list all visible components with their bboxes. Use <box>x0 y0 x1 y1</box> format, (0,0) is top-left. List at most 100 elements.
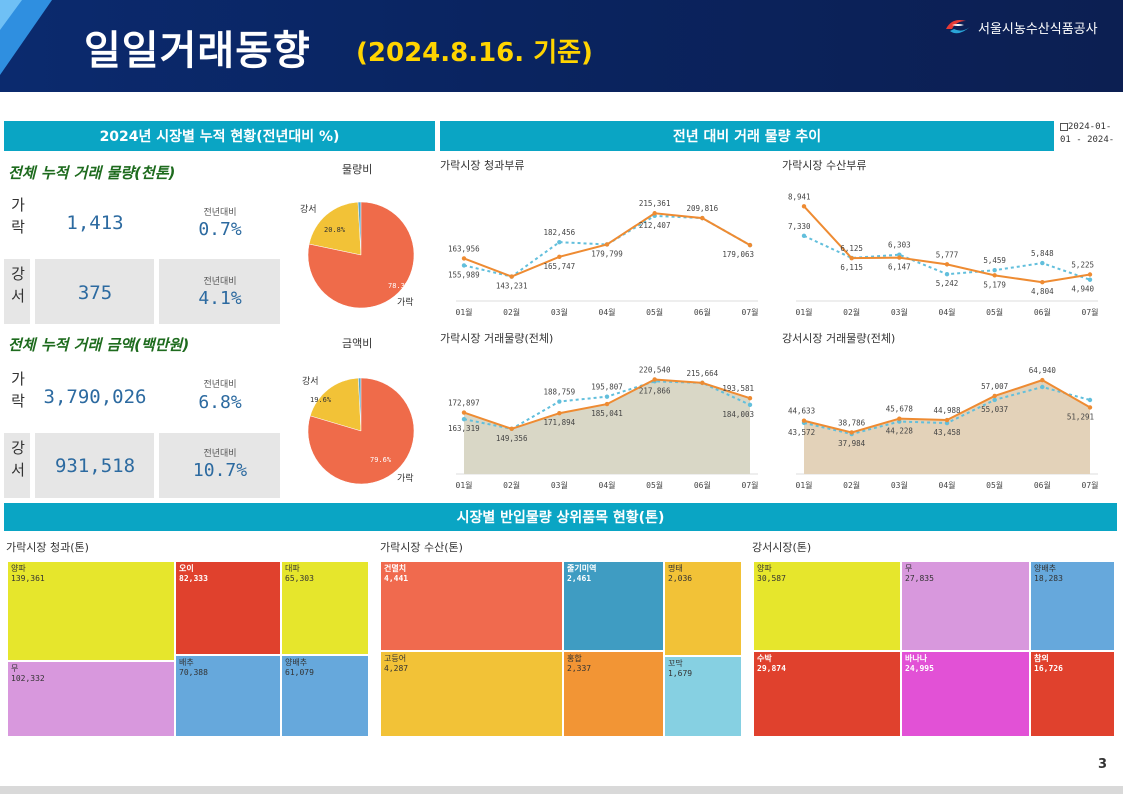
header-banner: 일일거래동향 (2024.8.16. 기준) 서울시농수산식품공사 <box>0 0 1123 92</box>
data-point <box>747 395 753 401</box>
data-label: 179,063 <box>722 250 754 259</box>
data-point <box>944 262 950 267</box>
data-point <box>557 254 562 260</box>
treemap-cell[interactable]: 바나나 24,995 <box>901 651 1030 737</box>
data-point <box>944 417 950 423</box>
treemap-cell[interactable]: 줄기미역 2,461 <box>563 561 664 651</box>
cell-name: 수박 <box>757 654 772 663</box>
line-chart: 8,941 6,115 6,147 5,777 5,179 4,804 5,225 7,330… <box>788 192 1099 317</box>
data-label: 8,941 <box>788 192 811 201</box>
x-tick-label: 05월 <box>646 480 663 490</box>
data-label: 6,125 <box>840 244 863 253</box>
data-point <box>700 380 705 386</box>
x-tick-label: 07월 <box>1082 307 1099 317</box>
treemap-cell[interactable]: 오이 82,333 <box>175 561 281 655</box>
x-tick-label: 01월 <box>456 480 473 490</box>
treemap-cell[interactable]: 양배추 18,283 <box>1030 561 1115 651</box>
cell-name: 고등어 <box>384 654 407 663</box>
x-tick-label: 01월 <box>796 480 813 490</box>
cell-name: 무 <box>11 664 19 673</box>
treemap-cell[interactable]: 참외 16,726 <box>1030 651 1115 737</box>
grey-cell <box>35 433 154 498</box>
data-label: 171,894 <box>544 418 576 427</box>
date-line-2: 01 - 2024- <box>1060 135 1115 145</box>
data-point <box>557 411 562 416</box>
volume-value: 1,413 <box>66 212 124 234</box>
treemap-title: 강서시장(톤) <box>752 541 812 554</box>
cell-name: 양배추 <box>1034 564 1057 573</box>
treemap-cell[interactable]: 고등어 4,287 <box>380 651 563 737</box>
x-tick-label: 04월 <box>939 307 956 317</box>
treemap-cell[interactable]: 건멸치 4,441 <box>380 561 563 651</box>
data-label: 4,940 <box>1071 285 1094 294</box>
cell-name: 대파 <box>285 564 300 573</box>
data-label: 184,003 <box>722 410 754 419</box>
cell-value: 4,287 <box>384 664 409 673</box>
page-number: 3 <box>1098 757 1108 772</box>
amount-value: 3,790,026 <box>43 386 147 408</box>
treemap-cell[interactable]: 양배추 61,079 <box>281 655 369 737</box>
data-label: 188,759 <box>544 388 576 397</box>
x-tick-label: 05월 <box>986 480 1003 490</box>
treemap-cell[interactable]: 양파 139,361 <box>7 561 175 661</box>
treemap-cell[interactable]: 꼬막 1,679 <box>664 656 742 737</box>
cell-name: 홍합 <box>567 654 582 663</box>
data-label: 5,179 <box>983 280 1006 289</box>
chart-title: 가락시장 거래물량(전체) <box>440 332 554 345</box>
data-label: 165,747 <box>544 262 576 271</box>
date-line-1: 2024-01- <box>1068 122 1112 132</box>
data-point <box>1040 377 1045 383</box>
volume-value: 375 <box>77 282 113 304</box>
cell-value: 29,874 <box>757 664 786 673</box>
data-label: 57,007 <box>981 382 1008 391</box>
x-tick-label: 07월 <box>742 307 759 317</box>
data-label: 5,459 <box>983 256 1006 265</box>
org-logo: 서울시농수산식품공사 <box>944 15 1098 39</box>
data-label: 44,633 <box>788 407 815 416</box>
right-section-header: 전년 대비 거래 물량 추이 <box>440 121 1054 151</box>
treemap-cell[interactable]: 양파 30,587 <box>753 561 901 651</box>
data-label: 44,988 <box>933 406 961 415</box>
data-point <box>461 263 467 268</box>
data-point <box>557 239 562 245</box>
treemap-cell[interactable]: 무 102,332 <box>7 661 175 737</box>
pie-label-small: 20.8% <box>324 226 346 234</box>
date-filter[interactable]: 2024-01- 01 - 2024- <box>1060 121 1114 147</box>
chart-title: 강서시장 거래물량(전체) <box>782 332 896 345</box>
area-chart: 44,633 38,786 45,678 44,988 57,007 64,940 51,2… <box>788 366 1099 490</box>
treemap-cell[interactable]: 명태 2,036 <box>664 561 742 656</box>
treemap-cell[interactable]: 무 27,835 <box>901 561 1030 651</box>
data-label: 7,330 <box>788 222 811 231</box>
amount-market-label: 가락 <box>11 370 25 410</box>
x-tick-label: 03월 <box>891 480 908 490</box>
chart-title: 가락시장 수산부류 <box>782 159 867 172</box>
pie-slice <box>307 377 415 485</box>
data-label: 143,231 <box>496 282 528 291</box>
data-point <box>461 256 467 261</box>
data-label: 209,816 <box>687 204 719 213</box>
data-point <box>897 416 902 421</box>
data-point <box>944 420 950 426</box>
treemap-cell[interactable]: 홍합 2,337 <box>563 651 664 737</box>
data-label: 4,804 <box>1031 287 1054 296</box>
treemap-cell[interactable]: 대파 65,303 <box>281 561 369 655</box>
x-tick-label: 04월 <box>599 307 616 317</box>
treemap-cell[interactable]: 배추 70,388 <box>175 655 281 737</box>
x-tick-label: 07월 <box>742 480 759 490</box>
data-point <box>557 399 562 404</box>
cell-name: 오이 <box>179 564 194 573</box>
volume-yoy-value: 0.7% <box>198 219 242 240</box>
data-label: 6,115 <box>840 263 863 272</box>
pie-label-small: 19.6% <box>310 396 332 404</box>
line-chart: 163,956 143,231 165,747 179,799 215,361 209,8… <box>448 199 759 317</box>
data-point <box>604 401 610 407</box>
grey-cell <box>159 433 280 498</box>
data-label: 193,581 <box>722 384 754 393</box>
treemap-cell[interactable]: 수박 29,874 <box>753 651 901 737</box>
data-label: 217,866 <box>639 386 671 395</box>
cell-name: 무 <box>905 564 913 573</box>
data-point <box>604 242 610 247</box>
data-label: 5,225 <box>1071 261 1094 270</box>
data-point <box>747 402 753 408</box>
cell-name: 양파 <box>11 564 26 573</box>
